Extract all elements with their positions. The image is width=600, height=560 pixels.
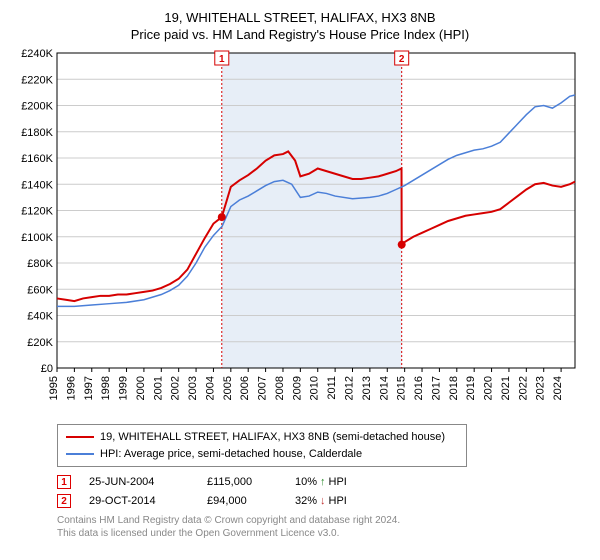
svg-text:1995: 1995 <box>48 376 60 400</box>
svg-text:1997: 1997 <box>83 376 95 400</box>
svg-text:2008: 2008 <box>274 376 286 400</box>
svg-text:£100K: £100K <box>21 232 53 244</box>
page-subtitle: Price paid vs. HM Land Registry's House … <box>15 27 585 42</box>
sale-marker-icon: 1 <box>57 475 71 489</box>
sale-price: £94,000 <box>207 495 277 507</box>
svg-text:1998: 1998 <box>100 376 112 400</box>
svg-text:2011: 2011 <box>326 376 338 400</box>
svg-text:2024: 2024 <box>552 376 564 400</box>
svg-text:£40K: £40K <box>27 311 53 323</box>
svg-text:1996: 1996 <box>65 376 77 400</box>
svg-text:2005: 2005 <box>222 376 234 400</box>
svg-text:2007: 2007 <box>257 376 269 400</box>
price-chart: £0 £20K £40K £60K £80K £100K £120K £140K £160K £1… <box>15 48 585 418</box>
svg-text:£180K: £180K <box>21 127 53 139</box>
svg-text:2019: 2019 <box>465 376 477 400</box>
legend-label: 19, WHITEHALL STREET, HALIFAX, HX3 8NB (… <box>100 429 445 446</box>
svg-text:£60K: £60K <box>27 284 53 296</box>
svg-text:£220K: £220K <box>21 74 53 86</box>
legend-item: 19, WHITEHALL STREET, HALIFAX, HX3 8NB (… <box>66 429 458 446</box>
arrow-up-icon: ↑ <box>320 476 326 488</box>
svg-text:2016: 2016 <box>413 376 425 400</box>
svg-text:1999: 1999 <box>118 376 130 400</box>
sale-date: 29-OCT-2014 <box>89 495 189 507</box>
sale-date: 25-JUN-2004 <box>89 476 189 488</box>
svg-text:2009: 2009 <box>291 376 303 400</box>
svg-text:£0: £0 <box>41 363 53 375</box>
svg-text:2017: 2017 <box>430 376 442 400</box>
sale-hpi-diff: 10% ↑ HPI <box>295 476 347 488</box>
svg-text:2012: 2012 <box>344 376 356 400</box>
svg-text:2001: 2001 <box>152 376 164 400</box>
table-row: 2 29-OCT-2014 £94,000 32% ↓ HPI <box>57 494 585 508</box>
table-row: 1 25-JUN-2004 £115,000 10% ↑ HPI <box>57 475 585 489</box>
legend-item: HPI: Average price, semi-detached house,… <box>66 446 458 463</box>
svg-text:2004: 2004 <box>204 376 216 400</box>
svg-text:£80K: £80K <box>27 258 53 270</box>
page-title: 19, WHITEHALL STREET, HALIFAX, HX3 8NB <box>15 10 585 25</box>
svg-text:2014: 2014 <box>378 376 390 400</box>
svg-text:2013: 2013 <box>361 376 373 400</box>
svg-text:2010: 2010 <box>309 376 321 400</box>
svg-text:2003: 2003 <box>187 376 199 400</box>
svg-text:2006: 2006 <box>239 376 251 400</box>
svg-text:2000: 2000 <box>135 376 147 400</box>
svg-text:£20K: £20K <box>27 337 53 349</box>
arrow-down-icon: ↓ <box>320 495 326 507</box>
svg-text:2: 2 <box>399 54 405 65</box>
svg-text:2022: 2022 <box>517 376 529 400</box>
svg-text:£200K: £200K <box>21 101 53 113</box>
copyright-text: Contains HM Land Registry data © Crown c… <box>57 514 585 540</box>
sale-hpi-diff: 32% ↓ HPI <box>295 495 347 507</box>
sale-marker-icon: 2 <box>57 494 71 508</box>
svg-text:£120K: £120K <box>21 206 53 218</box>
svg-text:£140K: £140K <box>21 179 53 191</box>
svg-text:2002: 2002 <box>170 376 182 400</box>
svg-text:2021: 2021 <box>500 376 512 400</box>
svg-text:2018: 2018 <box>448 376 460 400</box>
legend-label: HPI: Average price, semi-detached house,… <box>100 446 362 463</box>
svg-text:2023: 2023 <box>535 376 547 400</box>
svg-text:2015: 2015 <box>396 376 408 400</box>
svg-text:£160K: £160K <box>21 153 53 165</box>
chart-legend: 19, WHITEHALL STREET, HALIFAX, HX3 8NB (… <box>57 424 467 467</box>
svg-text:£240K: £240K <box>21 48 53 60</box>
sales-table: 1 25-JUN-2004 £115,000 10% ↑ HPI 2 29-OC… <box>57 475 585 508</box>
svg-text:2020: 2020 <box>483 376 495 400</box>
svg-text:1: 1 <box>219 54 225 65</box>
sale-price: £115,000 <box>207 476 277 488</box>
